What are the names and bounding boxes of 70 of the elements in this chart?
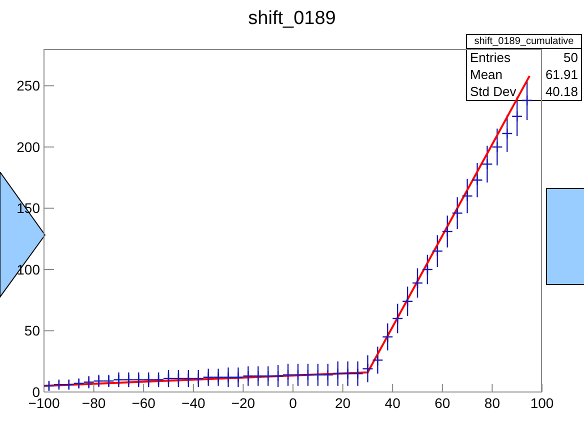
y-tick-label: 200 xyxy=(16,138,40,155)
point xyxy=(492,141,503,153)
y-tick-label: 250 xyxy=(16,78,40,94)
x-tick-label: 80 xyxy=(484,394,500,411)
point xyxy=(302,369,314,380)
point xyxy=(342,368,354,380)
point xyxy=(482,158,493,170)
point xyxy=(142,374,154,386)
point xyxy=(362,363,374,374)
point xyxy=(372,354,384,366)
point xyxy=(172,372,184,384)
text: shift_0189_cumulative xyxy=(467,35,581,49)
point xyxy=(282,369,294,380)
point xyxy=(322,369,334,380)
x-tick-label: 40 xyxy=(384,394,401,411)
x-tick-label: −60 xyxy=(132,394,156,411)
point xyxy=(182,372,194,384)
point xyxy=(93,375,104,387)
x-tick-label: −80 xyxy=(82,394,106,411)
point xyxy=(73,378,84,390)
x-tick-label: −40 xyxy=(182,394,206,411)
point xyxy=(432,245,444,257)
point xyxy=(63,379,75,390)
point xyxy=(392,312,404,324)
x-tick-label: 60 xyxy=(434,394,450,411)
point xyxy=(442,226,454,238)
y-tick-label: 50 xyxy=(24,322,40,339)
point xyxy=(53,379,65,390)
point xyxy=(123,374,134,386)
point xyxy=(402,296,414,307)
annotation: Std Dev xyxy=(470,83,516,100)
x-tick-label: 0 xyxy=(289,394,298,411)
point xyxy=(382,331,394,343)
point xyxy=(103,375,114,387)
point xyxy=(521,94,533,106)
x-tick-label: −20 xyxy=(231,394,256,411)
point xyxy=(462,190,473,202)
point xyxy=(162,372,174,384)
point xyxy=(113,374,124,386)
point xyxy=(452,208,463,219)
annotation: Mean xyxy=(470,66,503,83)
point xyxy=(502,128,513,140)
x-tick-label: 20 xyxy=(335,394,351,411)
point xyxy=(232,372,244,383)
text: 61.91 xyxy=(545,66,578,83)
annotation: Entries xyxy=(470,49,510,66)
point xyxy=(272,370,284,382)
point xyxy=(472,174,483,186)
point xyxy=(412,277,424,289)
point xyxy=(252,370,264,382)
point xyxy=(352,368,364,380)
text: 50 xyxy=(564,49,578,66)
point xyxy=(132,374,144,386)
x-tick-label: 100 xyxy=(530,394,554,411)
point xyxy=(152,374,164,386)
point xyxy=(192,372,204,384)
point xyxy=(292,369,304,380)
point xyxy=(222,372,234,383)
point xyxy=(212,372,224,383)
point xyxy=(83,376,94,388)
point xyxy=(262,370,274,382)
point xyxy=(242,370,254,382)
chart-title: shift_0189 xyxy=(247,8,337,30)
point xyxy=(44,380,55,392)
point xyxy=(202,372,214,383)
point xyxy=(312,369,324,380)
point xyxy=(511,110,523,122)
point xyxy=(332,368,344,380)
point xyxy=(422,264,434,276)
text: 40.18 xyxy=(545,83,578,100)
